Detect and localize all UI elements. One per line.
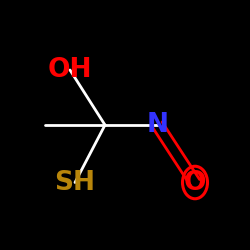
Text: O: O <box>184 170 206 196</box>
Text: OH: OH <box>48 57 92 83</box>
Text: SH: SH <box>54 170 96 196</box>
Text: N: N <box>146 112 169 138</box>
